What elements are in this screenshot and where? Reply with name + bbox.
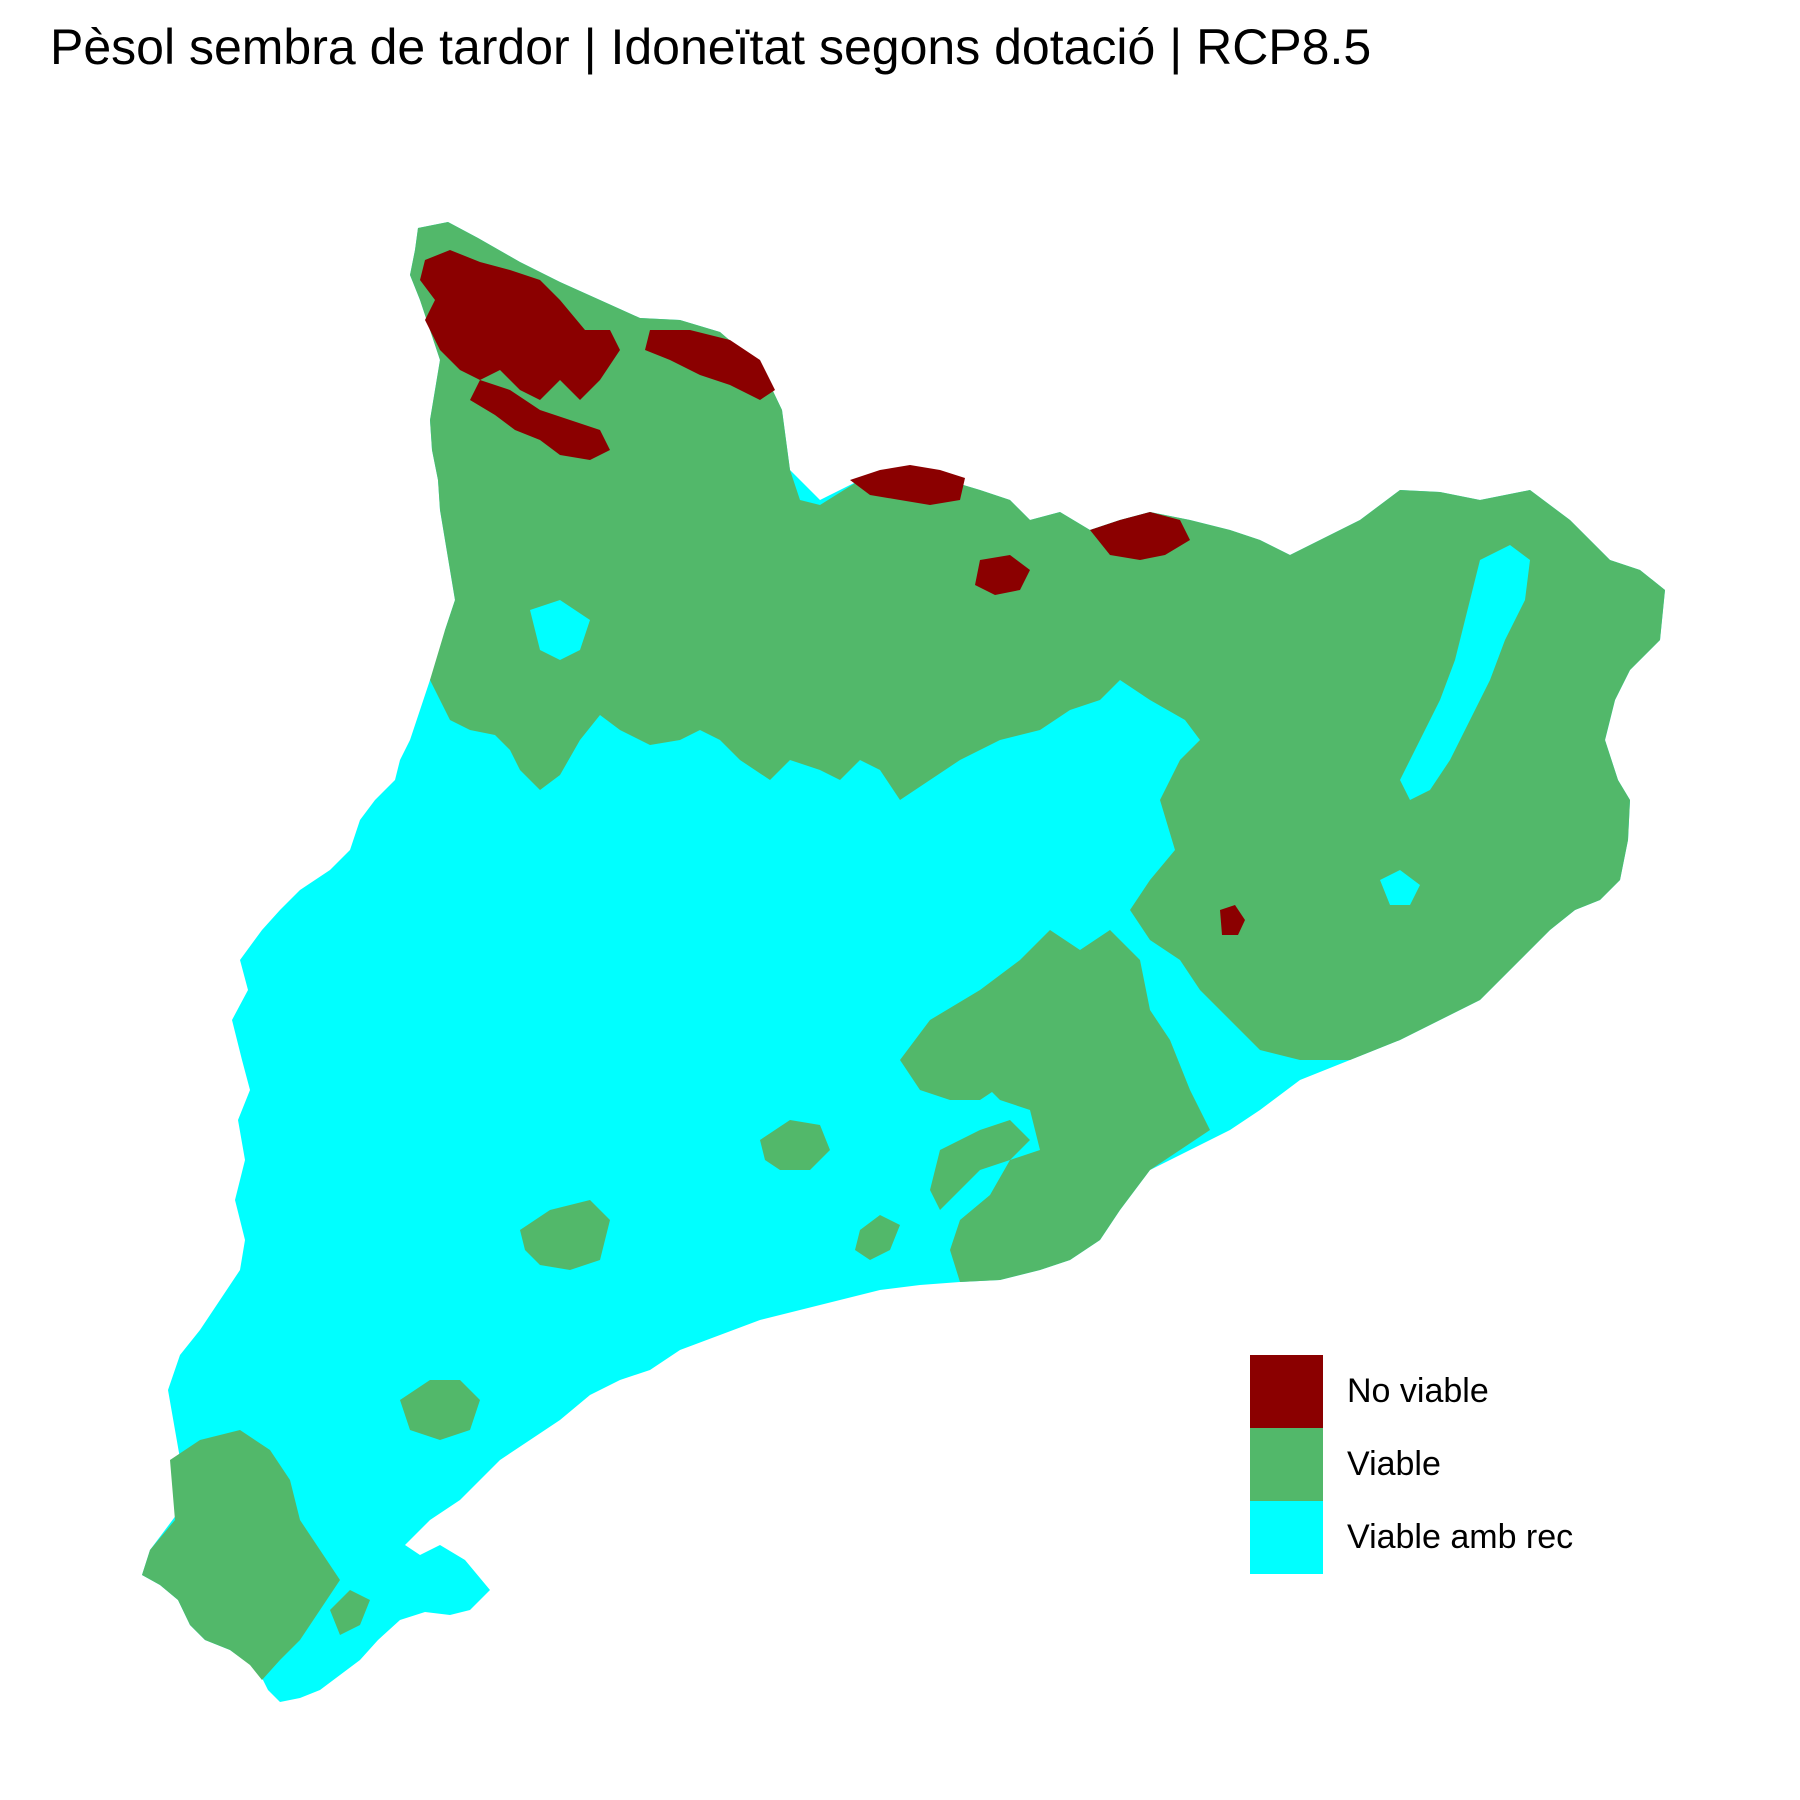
zone-viable-garraf (855, 1215, 900, 1260)
zone-viable-regions (142, 222, 1665, 1680)
zone-no-viable-aran (420, 250, 620, 400)
map-title: Pèsol sembra de tardor | Idoneïtat segon… (50, 19, 1372, 75)
zone-viable-priorat (400, 1380, 480, 1440)
zone-viable-amb-rec-banyoles (1380, 870, 1420, 905)
zone-no-viable-cerdanya (645, 330, 775, 400)
zone-viable-montseny (900, 930, 1120, 1100)
legend-label-viable-amb-rec: Viable amb rec (1347, 1518, 1574, 1556)
legend-item-viable-amb-rec: Viable amb rec (1250, 1501, 1573, 1574)
zone-no-viable-puigmal (975, 555, 1030, 595)
legend-item-no-viable: No viable (1250, 1355, 1573, 1428)
zone-no-viable-canigo (1090, 512, 1190, 560)
legend-label-viable: Viable (1347, 1445, 1441, 1483)
zone-viable-central-east (950, 930, 1210, 1282)
zone-viable-pyrenees-north (410, 222, 1665, 1060)
zone-viable-amb-rec-emporda (1400, 545, 1530, 800)
legend: No viable Viable Viable amb rec (1250, 1355, 1573, 1574)
zone-viable-amb-rec-islands (530, 545, 1530, 905)
zone-viable-amb-rec-segre-valley (530, 600, 590, 660)
legend-label-no-viable: No viable (1347, 1372, 1489, 1410)
legend-item-viable: Viable (1250, 1428, 1573, 1501)
legend-swatch-no-viable (1250, 1355, 1323, 1428)
zone-viable-pallars-coast (330, 1590, 370, 1635)
legend-swatch-viable (1250, 1428, 1323, 1501)
zone-viable-prelitoral (930, 1120, 1030, 1210)
zone-viable-prades (520, 1200, 610, 1270)
zone-viable-lleida-patch (760, 1120, 830, 1170)
zone-no-viable-ripolles (850, 465, 965, 505)
zone-no-viable-regions (420, 250, 1245, 935)
legend-swatch-viable-amb-rec (1250, 1501, 1323, 1574)
zone-viable-south-mountains (142, 1430, 340, 1680)
zone-no-viable-montseny-peak (1220, 905, 1245, 935)
zone-no-viable-pallars (470, 380, 610, 460)
